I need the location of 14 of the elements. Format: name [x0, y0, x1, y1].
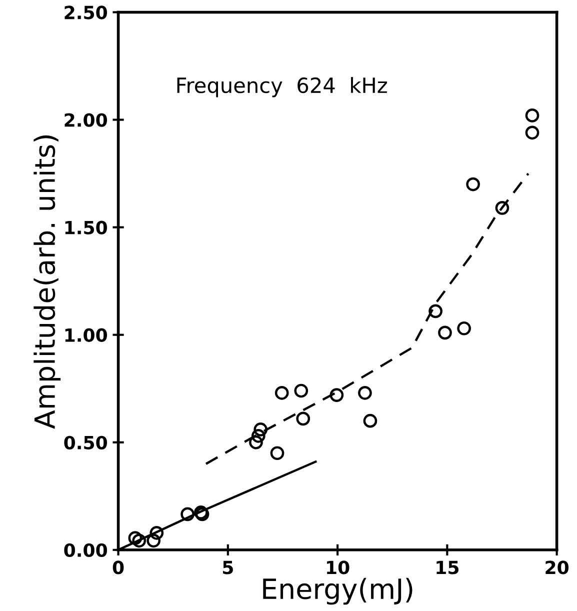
x-tick-label: 10: [327, 560, 350, 574]
x-tick-label: 15: [436, 560, 458, 574]
x-tick-label: 20: [546, 560, 569, 574]
annotation: Frequency 624 kHz: [177, 77, 387, 98]
x-tick-label: 0: [112, 560, 124, 574]
y-tick-label: 1.50: [65, 220, 108, 234]
x-axis-title: Energy(mJ): [263, 578, 412, 605]
y-axis-title: Amplitude(arb. units): [34, 135, 61, 429]
y-tick-label: 1.00: [65, 328, 108, 342]
y-tick-label: 2.50: [64, 6, 108, 20]
y-tick-label: 0.50: [64, 436, 108, 450]
y-tick-label: 2.00: [64, 113, 108, 127]
x-tick-label: 5: [223, 560, 233, 574]
y-tick-label: 0.00: [64, 543, 108, 558]
